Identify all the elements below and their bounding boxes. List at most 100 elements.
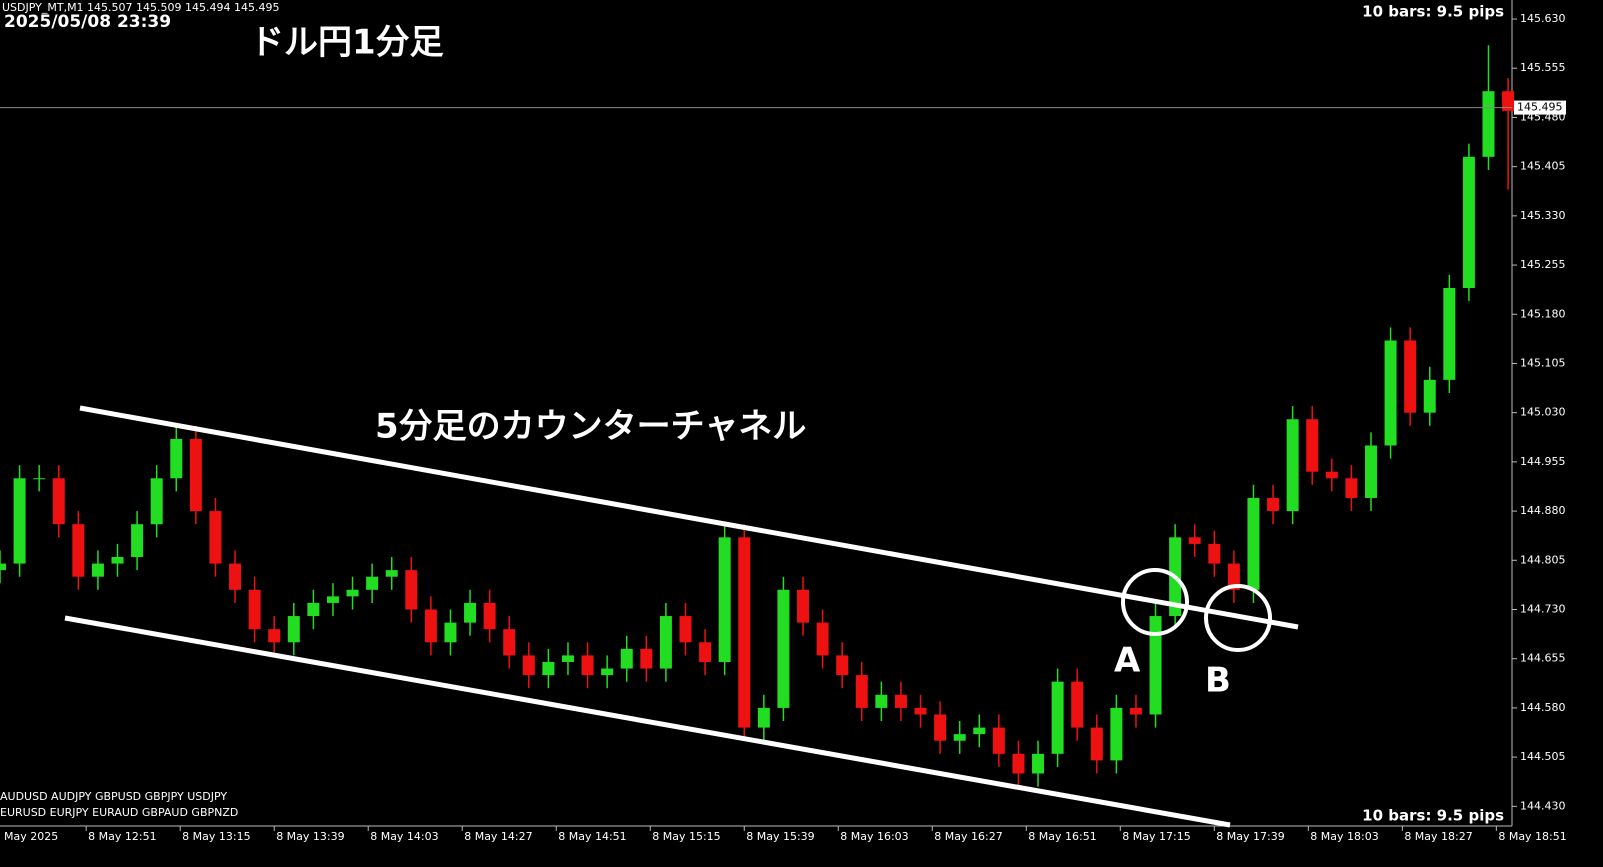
candle-body: [522, 655, 535, 676]
candle-body: [992, 727, 1005, 754]
candle-body: [1325, 471, 1338, 479]
candle-body: [326, 596, 339, 603]
x-tick-label: 8 May 17:15: [1122, 830, 1190, 843]
x-tick-label: 8 May 16:27: [934, 830, 1002, 843]
y-tick-label: 145.330: [1520, 209, 1566, 222]
x-tick-label: 8 May 17:39: [1216, 830, 1284, 843]
candle-body: [52, 478, 65, 525]
annotation: 5分足のカウンターチャネル: [375, 407, 806, 447]
x-tick-label: 8 May 14:27: [464, 830, 532, 843]
x-tick-label: 8 May 18:51: [1498, 830, 1566, 843]
candle-body: [366, 576, 379, 590]
plot: [0, 45, 1515, 787]
x-tick-label: 8 May 15:39: [746, 830, 814, 843]
candle-body: [13, 478, 26, 564]
symbols: EURUSD EURJPY EURAUD GBPAUD GBPNZD: [0, 806, 238, 819]
candle-body: [659, 616, 672, 669]
candle-body: [1306, 419, 1319, 472]
candle-body: [894, 694, 907, 708]
candle-body: [718, 537, 731, 662]
y-tick-label: 144.580: [1520, 701, 1566, 714]
candle-body: [1051, 681, 1064, 754]
candle-body: [1502, 91, 1515, 111]
candle-body: [1364, 445, 1377, 498]
channel-lower: [64, 615, 1231, 828]
y-tick-label: 145.105: [1520, 356, 1566, 369]
y-tick-label: 144.880: [1520, 504, 1566, 517]
candle-body: [131, 524, 144, 558]
candle-body: [91, 563, 104, 577]
candle-body: [503, 629, 516, 656]
candle-body: [542, 661, 555, 676]
circle-a: [1121, 568, 1189, 636]
candle-body: [1404, 340, 1417, 413]
x-tick-label: 8 May 18:03: [1310, 830, 1378, 843]
candle-body: [0, 563, 6, 571]
candle-body: [1462, 156, 1475, 289]
candle-body: [209, 511, 222, 564]
x-tick-label: 8 May 13:15: [182, 830, 250, 843]
x-tick-label: 8 May 16:03: [840, 830, 908, 843]
candle-body: [1071, 681, 1084, 728]
candle-body: [836, 655, 849, 676]
y-tick-label: 144.655: [1520, 652, 1566, 665]
x-tick-label: 8 May 13:39: [276, 830, 344, 843]
candle-body: [973, 727, 986, 735]
x-tick-label: 8 May 14:03: [370, 830, 438, 843]
channel-upper: [79, 405, 1299, 630]
candle-body: [1423, 379, 1436, 413]
candle-body: [268, 629, 281, 643]
candle-body: [757, 707, 770, 728]
candle-body: [405, 570, 418, 610]
candle-body: [287, 616, 300, 643]
bars-info: 10 bars: 9.5 pips: [1362, 807, 1504, 825]
y-tick-label: 144.430: [1520, 799, 1566, 812]
y-tick-label: 144.955: [1520, 455, 1566, 468]
candle-body: [1129, 707, 1142, 715]
y-tick-label: 145.555: [1520, 61, 1566, 74]
candle-body: [1345, 478, 1358, 498]
candle-body: [444, 622, 457, 643]
x-tick-label: 8 May 12:51: [88, 830, 156, 843]
candle-body: [307, 602, 320, 617]
candle-body: [346, 589, 359, 597]
bars-info: 10 bars: 9.5 pips: [1362, 3, 1504, 21]
candle-body: [1384, 340, 1397, 446]
candle-body: [33, 478, 46, 480]
candle-body: [816, 622, 829, 656]
candle-body: [875, 694, 888, 708]
candle-body: [581, 655, 594, 676]
price-label-box: [1514, 100, 1566, 115]
candle-body: [1208, 543, 1221, 564]
x-tick-label: 8 May 14:51: [558, 830, 626, 843]
candle-body: [1012, 753, 1025, 774]
candle-body: [248, 589, 261, 630]
candle-body: [170, 438, 183, 479]
candle-body: [1188, 537, 1201, 544]
candle-body: [1227, 563, 1240, 590]
candle-body: [1149, 616, 1162, 715]
candle-body: [1482, 91, 1495, 157]
x-tick-label: 8 May 15:15: [652, 830, 720, 843]
candle-body: [1247, 497, 1260, 590]
x-tick-label: May 2025: [4, 830, 58, 843]
y-tick-label: 145.630: [1520, 12, 1566, 25]
candle-body: [699, 642, 712, 662]
marker-a: A: [1114, 641, 1141, 681]
candle-body: [150, 478, 163, 525]
candle-body: [679, 616, 692, 643]
candle-body: [483, 602, 496, 630]
y-tick-label: 145.180: [1520, 307, 1566, 320]
candle-body: [1032, 753, 1045, 774]
candle-body: [797, 589, 810, 623]
x-tick-label: 8 May 16:51: [1028, 830, 1096, 843]
candle-body: [189, 438, 202, 512]
candle-body: [855, 675, 868, 708]
timestamp: 2025/05/08 23:39: [4, 12, 171, 32]
candle-body: [1443, 288, 1456, 380]
header: USDJPY_MT,M1 145.507 145.509 145.494 145…: [2, 1, 280, 14]
y-tick-label: 145.030: [1520, 406, 1566, 419]
candle-body: [229, 563, 242, 590]
